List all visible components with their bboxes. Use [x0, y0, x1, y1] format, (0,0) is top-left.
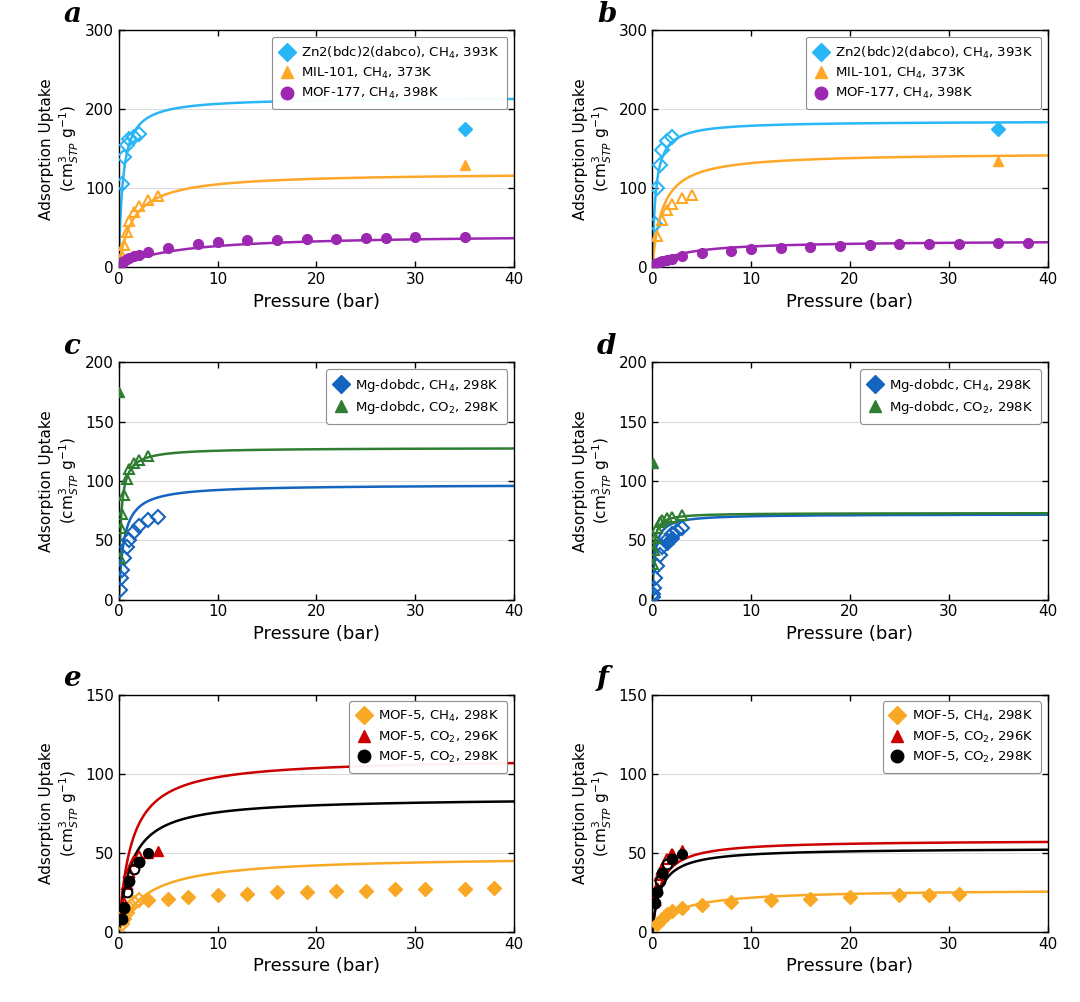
Legend: MOF-5, CH$_4$, 298K, MOF-5, CO$_2$, 296K, MOF-5, CO$_2$, 298K: MOF-5, CH$_4$, 298K, MOF-5, CO$_2$, 296K… [349, 701, 508, 773]
Y-axis label: Adsorption Uptake
(cm$^3_{STP}$ g$^{-1}$): Adsorption Uptake (cm$^3_{STP}$ g$^{-1}$… [39, 742, 81, 884]
Legend: MOF-5, CH$_4$, 298K, MOF-5, CO$_2$, 296K, MOF-5, CO$_2$, 298K: MOF-5, CH$_4$, 298K, MOF-5, CO$_2$, 296K… [882, 701, 1041, 773]
X-axis label: Pressure (bar): Pressure (bar) [253, 625, 380, 643]
Text: d: d [597, 333, 617, 360]
Text: c: c [64, 333, 80, 360]
Y-axis label: Adsorption Uptake
(cm$^3_{STP}$ g$^{-1}$): Adsorption Uptake (cm$^3_{STP}$ g$^{-1}$… [39, 78, 81, 219]
Text: f: f [597, 665, 609, 692]
Y-axis label: Adsorption Uptake
(cm$^3_{STP}$ g$^{-1}$): Adsorption Uptake (cm$^3_{STP}$ g$^{-1}$… [572, 742, 615, 884]
Text: b: b [597, 1, 617, 28]
Legend: Mg-dobdc, CH$_4$, 298K, Mg-dobdc, CO$_2$, 298K: Mg-dobdc, CH$_4$, 298K, Mg-dobdc, CO$_2$… [860, 369, 1041, 424]
X-axis label: Pressure (bar): Pressure (bar) [253, 293, 380, 311]
Legend: Mg-dobdc, CH$_4$, 298K, Mg-dobdc, CO$_2$, 298K: Mg-dobdc, CH$_4$, 298K, Mg-dobdc, CO$_2$… [326, 369, 508, 424]
Legend: Zn2(bdc)2(dabco), CH$_4$, 393K, MIL-101, CH$_4$, 373K, MOF-177, CH$_4$, 398K: Zn2(bdc)2(dabco), CH$_4$, 393K, MIL-101,… [806, 37, 1041, 109]
Y-axis label: Adsorption Uptake
(cm$^3_{STP}$ g$^{-1}$): Adsorption Uptake (cm$^3_{STP}$ g$^{-1}$… [572, 410, 615, 552]
Y-axis label: Adsorption Uptake
(cm$^3_{STP}$ g$^{-1}$): Adsorption Uptake (cm$^3_{STP}$ g$^{-1}$… [572, 78, 615, 219]
X-axis label: Pressure (bar): Pressure (bar) [786, 293, 914, 311]
Legend: Zn2(bdc)2(dabco), CH$_4$, 393K, MIL-101, CH$_4$, 373K, MOF-177, CH$_4$, 398K: Zn2(bdc)2(dabco), CH$_4$, 393K, MIL-101,… [272, 37, 508, 109]
Y-axis label: Adsorption Uptake
(cm$^3_{STP}$ g$^{-1}$): Adsorption Uptake (cm$^3_{STP}$ g$^{-1}$… [39, 410, 81, 552]
Text: a: a [64, 1, 81, 28]
X-axis label: Pressure (bar): Pressure (bar) [786, 957, 914, 975]
X-axis label: Pressure (bar): Pressure (bar) [786, 625, 914, 643]
Text: e: e [64, 665, 81, 692]
X-axis label: Pressure (bar): Pressure (bar) [253, 957, 380, 975]
